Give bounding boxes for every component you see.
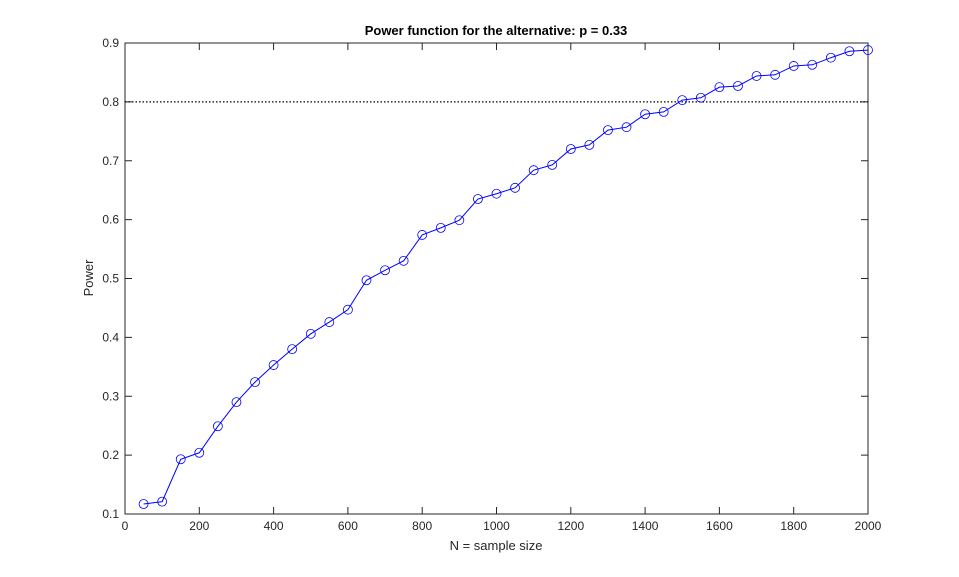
y-tick-label: 0.6: [102, 213, 119, 227]
data-point: [733, 81, 743, 91]
data-point: [138, 499, 149, 509]
x-axis-label: N = sample size: [450, 538, 543, 553]
data-point: [231, 397, 242, 408]
x-tick-label: 1000: [483, 519, 510, 533]
y-tick-label: 0.3: [102, 389, 119, 403]
data-point: [157, 496, 168, 507]
data-point: [844, 46, 855, 57]
y-tick-label: 0.7: [102, 154, 119, 168]
data-point: [435, 222, 446, 233]
x-tick-label: 200: [189, 519, 209, 533]
data-point: [287, 344, 298, 355]
data-point: [603, 125, 613, 136]
data-point: [621, 122, 632, 133]
series-line: [143, 49, 869, 505]
x-tick-label: 1600: [706, 519, 733, 533]
x-tick-label: 2000: [855, 519, 882, 533]
data-point: [268, 360, 279, 370]
chart-title: Power function for the alternative: p = …: [365, 23, 628, 38]
data-point: [361, 275, 372, 286]
data-point: [342, 304, 353, 315]
data-point: [584, 139, 595, 150]
data-point: [510, 182, 520, 193]
x-tick-label: 1800: [780, 519, 807, 533]
data-point: [491, 188, 502, 199]
data-point: [194, 447, 205, 458]
x-tick-label: 600: [338, 519, 358, 533]
data-point: [473, 194, 483, 204]
data-point: [547, 159, 558, 170]
x-tick-label: 1400: [632, 519, 659, 533]
data-point: [212, 421, 223, 432]
x-tick-label: 400: [264, 519, 284, 533]
y-axis-label: Power: [81, 259, 96, 297]
data-point: [528, 165, 539, 176]
x-tick-label: 1200: [557, 519, 584, 533]
y-tick-label: 0.1: [102, 507, 119, 521]
y-tick-label: 0.9: [102, 36, 119, 50]
x-tick-label: 800: [412, 519, 432, 533]
data-point: [695, 92, 706, 103]
y-tick-label: 0.2: [102, 448, 119, 462]
data-point: [770, 69, 781, 80]
y-tick-label: 0.5: [102, 272, 119, 286]
data-point: [380, 265, 390, 276]
data-point: [863, 45, 873, 55]
data-point: [788, 61, 799, 71]
data-point: [250, 377, 260, 388]
data-point: [658, 106, 669, 117]
data-point: [751, 71, 762, 81]
data-point: [807, 59, 818, 70]
data-point: [640, 109, 650, 120]
data-point: [825, 52, 836, 63]
data-point: [324, 317, 335, 327]
data-point: [714, 82, 725, 93]
data-point: [417, 230, 428, 240]
data-point: [175, 454, 186, 465]
data-point: [565, 144, 576, 154]
y-tick-label: 0.4: [102, 330, 119, 344]
data-point: [398, 255, 409, 266]
y-tick-label: 0.8: [102, 95, 119, 109]
x-tick-label: 0: [122, 519, 129, 533]
data-point: [305, 328, 316, 339]
data-point: [677, 95, 688, 106]
data-point: [454, 215, 465, 226]
